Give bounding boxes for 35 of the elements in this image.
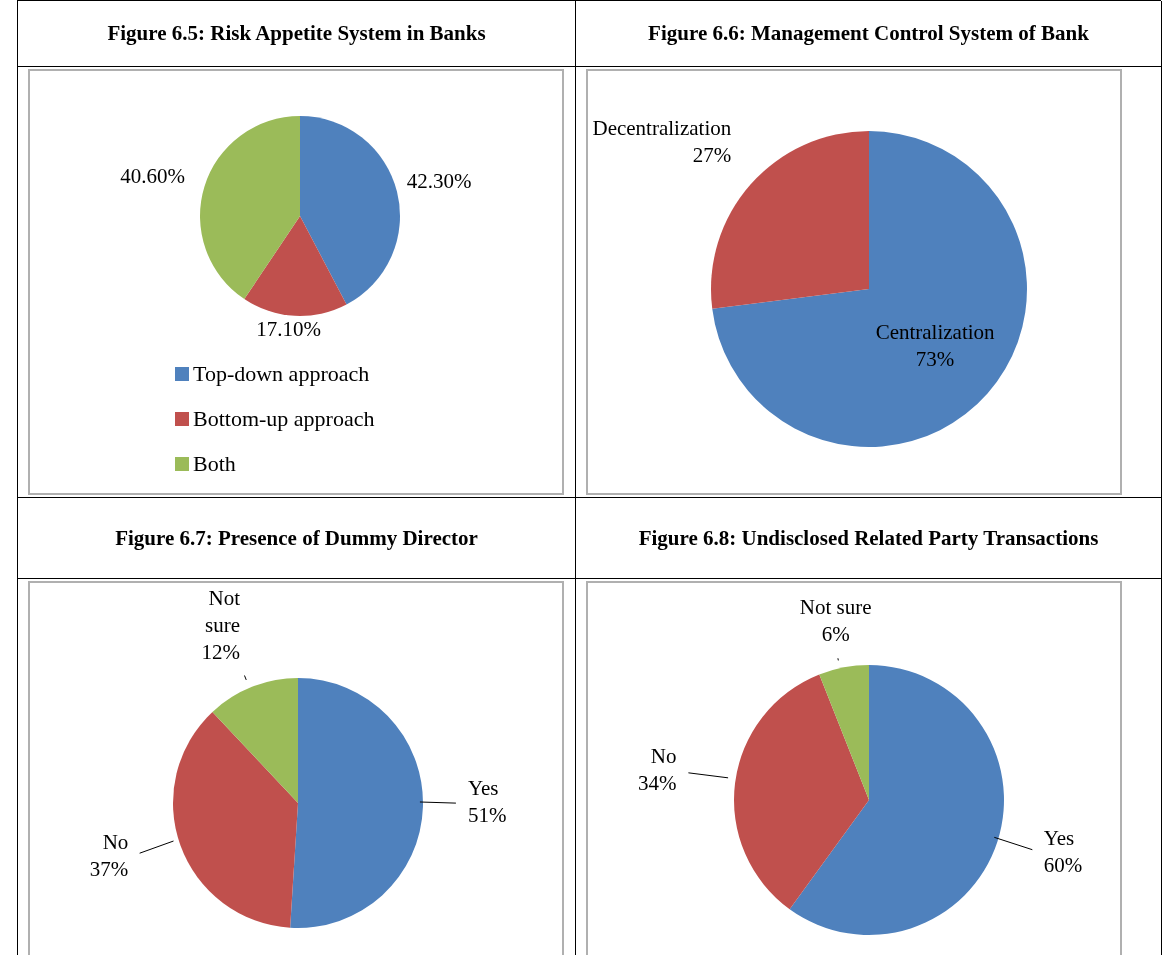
slice-label: Centralization (875, 319, 996, 344)
chart-title: Figure 6.7: Presence of Dummy Director (115, 525, 478, 551)
data-label: 42.30% (406, 169, 472, 194)
pie-slice (200, 116, 300, 300)
data-label: 12% (201, 640, 241, 665)
data-label: 27% (692, 142, 732, 167)
pie-slice (734, 674, 869, 910)
slice-label: Yes (1043, 826, 1075, 851)
data-label: 37% (89, 857, 129, 882)
legend-label: Both (192, 449, 237, 478)
pie-slice (290, 678, 423, 928)
chart-title: Figure 6.5: Risk Appetite System in Banks (107, 21, 486, 46)
slice-label: Not sure (205, 586, 241, 638)
data-label: 73% (915, 346, 955, 371)
slice-label: Yes (467, 776, 499, 801)
chart-title: Figure 6.8: Undisclosed Related Party Transactions (638, 525, 1099, 551)
slice-label: No (650, 744, 677, 769)
data-label: 51% (467, 803, 507, 828)
slice-label: No (102, 830, 129, 855)
pie-slice (173, 711, 298, 928)
pie-slice (789, 665, 1004, 935)
data-label: 6% (821, 622, 850, 647)
data-label: 34% (637, 771, 677, 796)
chart-title: Figure 6.6: Management Control System of Bank (648, 21, 1089, 46)
legend-label: Top-down approach (192, 359, 371, 388)
slice-label: Decentralization (592, 115, 732, 140)
data-label: 17.10% (256, 316, 321, 341)
pie-slice (244, 216, 347, 316)
legend-label: Bottom-up approach (192, 404, 375, 433)
pie-slice (300, 116, 400, 305)
slice-label: Not sure (799, 595, 872, 620)
data-label: 40.60% (120, 163, 185, 188)
pie-slice (819, 665, 869, 800)
data-label: 60% (1043, 853, 1083, 878)
pie-slice (212, 678, 298, 803)
